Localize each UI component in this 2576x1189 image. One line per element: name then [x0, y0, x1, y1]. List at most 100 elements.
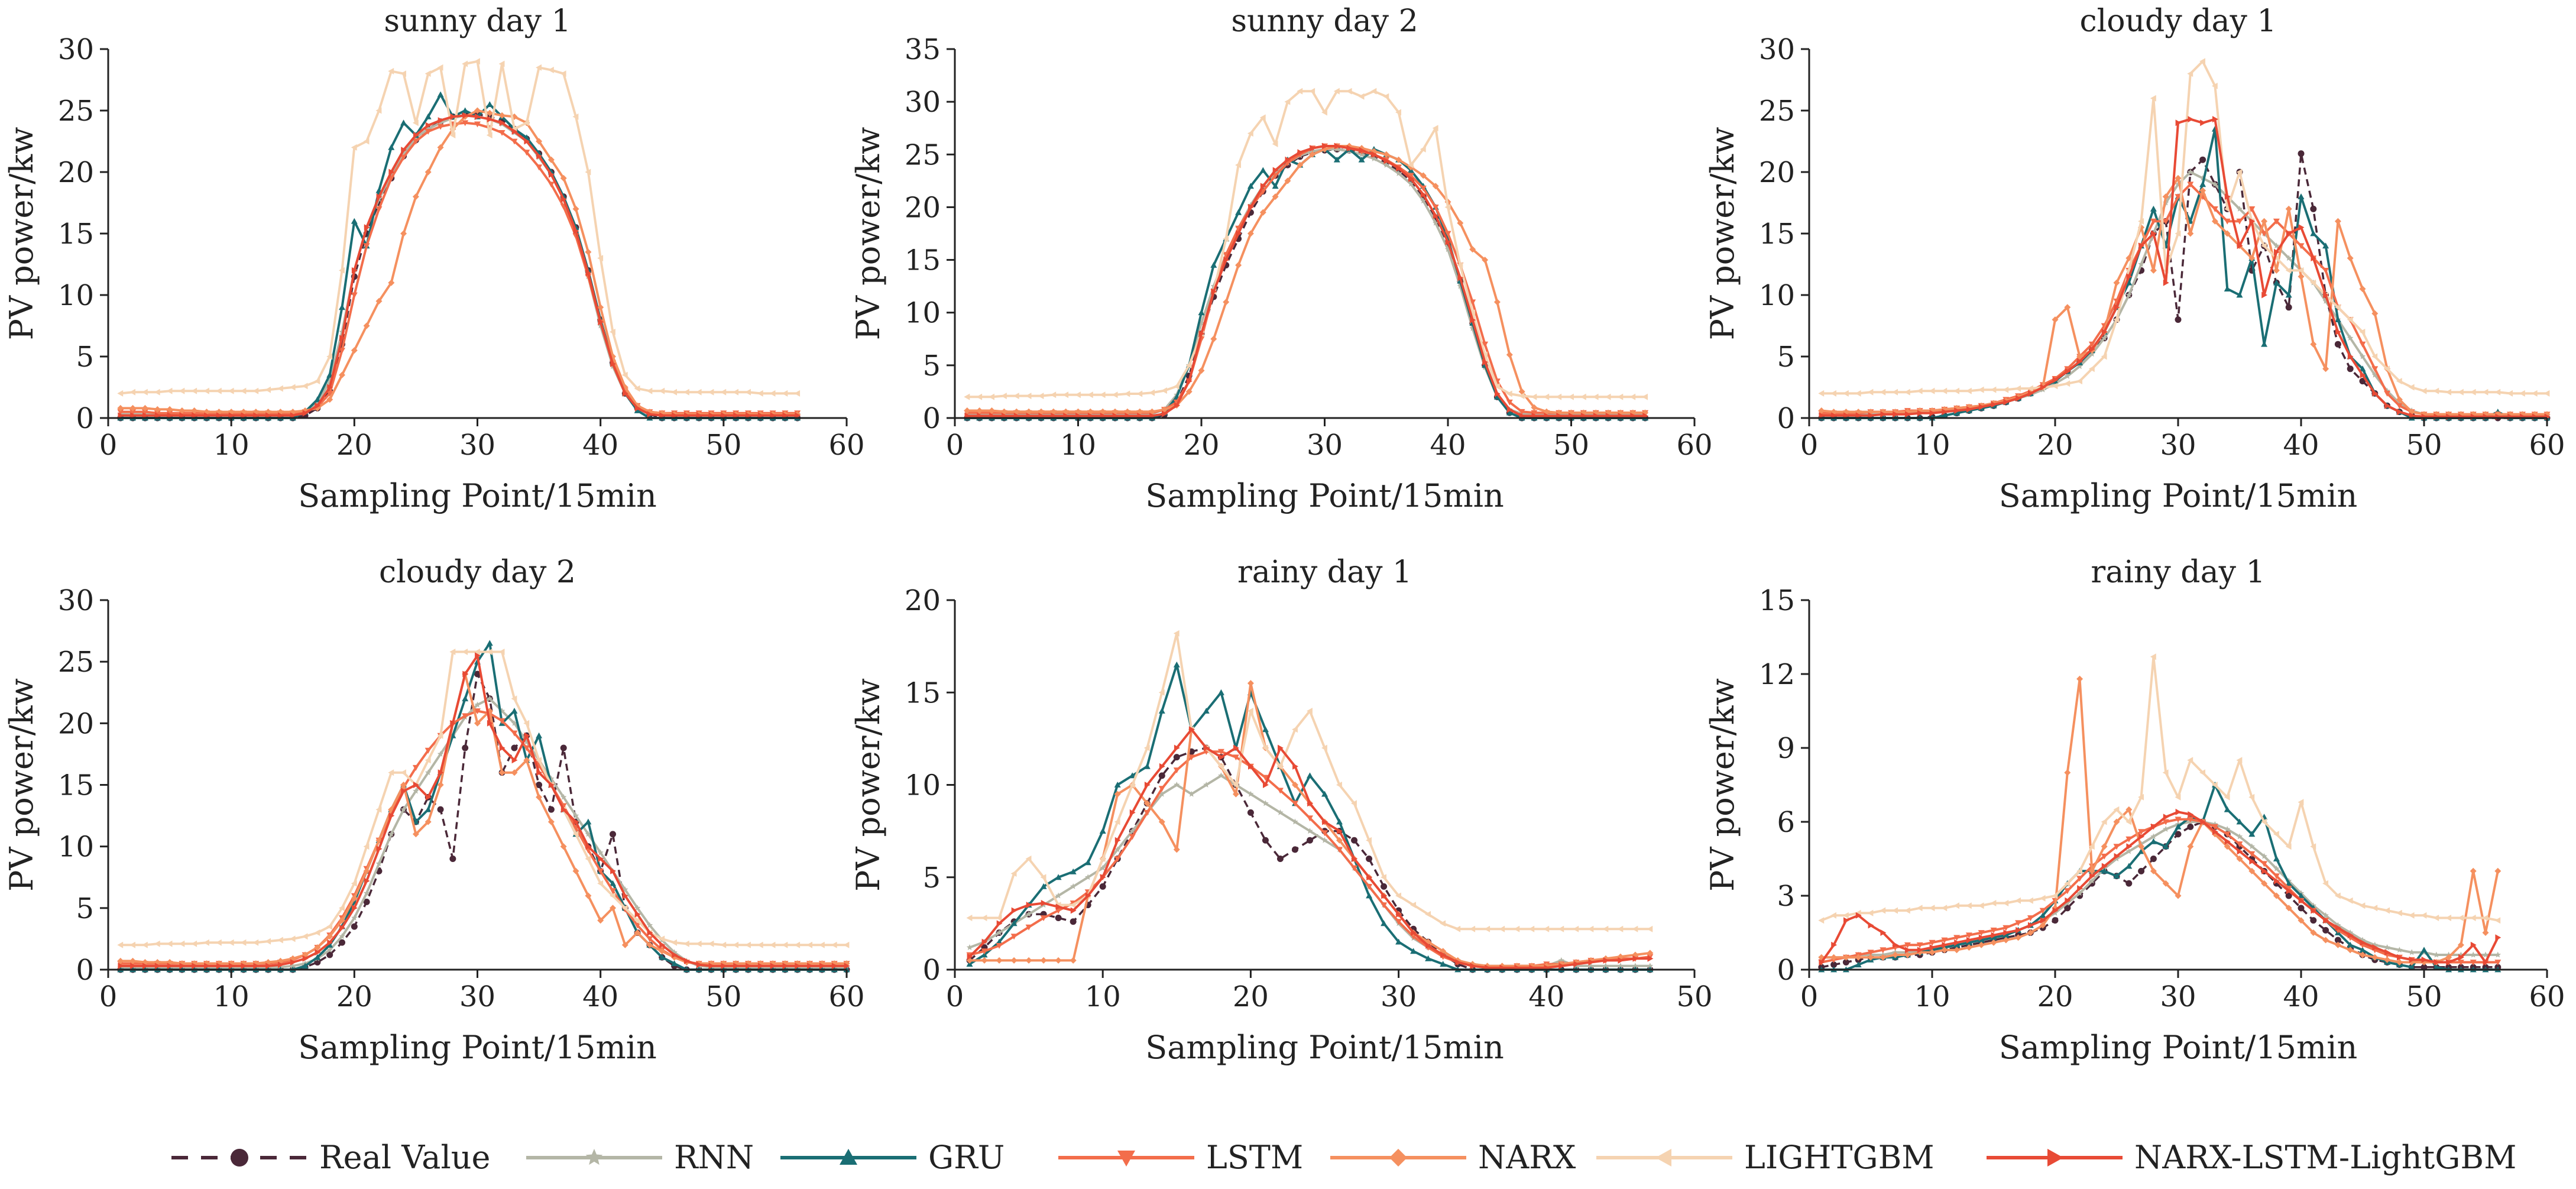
data-point-gru [2322, 242, 2329, 249]
data-point-real [1366, 856, 1373, 862]
data-point-narx [363, 322, 370, 329]
data-point-hybrid [1991, 932, 1997, 939]
data-point-hybrid [1819, 959, 1825, 966]
data-point-lightgbm [1410, 902, 1416, 909]
y-tick-label: 10 [58, 279, 94, 312]
data-point-narx [2298, 917, 2305, 924]
data-point-rnn [996, 929, 1003, 935]
data-point-rnn [634, 905, 641, 911]
data-point-lightgbm [1830, 912, 1836, 919]
data-point-rnn [2064, 372, 2070, 379]
data-point-lightgbm [314, 929, 320, 936]
legend-label-lightgbm: LIGHTGBM [1744, 1139, 1935, 1176]
data-point-lightgbm [1647, 925, 1653, 932]
x-tick-label: 0 [946, 980, 964, 1013]
data-point-narx [1336, 837, 1343, 844]
data-point-lstm [2261, 861, 2268, 867]
data-point-gru [2298, 892, 2305, 899]
data-point-lstm [2064, 888, 2071, 895]
data-point-lightgbm [2347, 897, 2353, 904]
data-point-narx [2187, 843, 2194, 850]
data-point-lightgbm [437, 732, 443, 739]
series-line-lightgbm [1821, 60, 2547, 395]
data-point-hybrid [2212, 116, 2218, 123]
y-tick-label: 10 [905, 769, 941, 802]
y-tick-label: 20 [58, 156, 94, 189]
data-point-gru [2285, 291, 2292, 298]
data-point-hybrid [536, 769, 543, 776]
data-point-lightgbm [154, 388, 160, 396]
data-point-narx [2482, 929, 2489, 936]
data-point-narx [2384, 956, 2391, 963]
y-axis-label: PV power/kw [850, 127, 887, 341]
data-point-narx [2248, 867, 2256, 874]
data-point-hybrid [647, 929, 653, 936]
data-point-gru [1070, 868, 1077, 874]
data-point-lightgbm [1573, 925, 1579, 932]
data-point-lightgbm [1528, 925, 1535, 932]
data-point-hybrid [1359, 147, 1365, 154]
data-point-narx [1420, 172, 1427, 179]
series-line-lightgbm [120, 60, 798, 395]
data-point-lightgbm [1321, 109, 1327, 116]
data-point-lightgbm [757, 941, 763, 948]
data-point-narx [117, 957, 124, 964]
y-tick-label: 15 [1759, 218, 1795, 251]
data-point-lightgbm [2015, 897, 2021, 904]
data-point-hybrid [1236, 230, 1242, 237]
data-point-lightgbm [646, 387, 653, 394]
data-point-gru [1366, 892, 1373, 899]
data-point-lstm [2187, 817, 2194, 823]
y-tick-label: 30 [58, 33, 94, 66]
data-point-hybrid [696, 961, 702, 968]
legend-marker-gru [840, 1149, 857, 1165]
data-point-lightgbm [708, 940, 714, 947]
data-point-lightgbm [375, 806, 382, 813]
data-point-rnn [2482, 951, 2489, 958]
data-point-lightgbm [2088, 843, 2095, 850]
data-point-lightgbm [671, 939, 677, 946]
y-tick-label: 0 [76, 954, 94, 987]
data-point-lstm [2125, 836, 2133, 843]
data-point-narx [1469, 246, 1476, 253]
data-point-lightgbm [1602, 925, 1609, 932]
data-point-narx [1482, 257, 1489, 264]
data-point-lstm [610, 888, 616, 895]
data-point-lightgbm [2224, 793, 2230, 801]
data-point-rnn [413, 788, 419, 794]
series-lightgbm [1818, 653, 2501, 924]
data-point-lstm [1321, 830, 1328, 837]
data-point-narx [1395, 156, 1402, 163]
series-gru [1818, 125, 2551, 421]
data-point-hybrid [1954, 939, 1961, 946]
data-point-gru [2298, 193, 2305, 199]
data-point-narx [560, 174, 567, 182]
data-point-lstm [1158, 786, 1165, 792]
data-point-lstm [1114, 856, 1121, 862]
data-point-hybrid [2101, 328, 2108, 335]
data-point-rnn [1444, 246, 1451, 252]
data-point-hybrid [1618, 957, 1624, 964]
data-point-lightgbm [228, 939, 234, 946]
data-point-lstm [1366, 884, 1373, 890]
data-point-hybrid [634, 911, 641, 918]
data-point-gru [2113, 873, 2120, 879]
data-point-lightgbm [2064, 880, 2070, 887]
data-point-rnn [1395, 170, 1402, 176]
data-point-lstm [351, 292, 358, 299]
data-point-lightgbm [2076, 378, 2082, 385]
data-point-narx [2470, 867, 2477, 874]
data-point-hybrid [2126, 273, 2133, 280]
data-point-hybrid [1991, 401, 1997, 408]
data-point-lightgbm [252, 387, 259, 394]
data-point-lstm [1518, 409, 1525, 415]
data-point-hybrid [1966, 406, 1972, 413]
x-tick-label: 40 [582, 429, 618, 462]
data-point-hybrid [2470, 941, 2477, 948]
data-point-hybrid [672, 951, 678, 958]
data-point-lstm [1217, 749, 1224, 755]
data-point-narx [1070, 957, 1077, 964]
data-point-lstm [2027, 915, 2034, 921]
data-point-hybrid [2163, 279, 2169, 286]
data-point-narx [2248, 255, 2256, 262]
